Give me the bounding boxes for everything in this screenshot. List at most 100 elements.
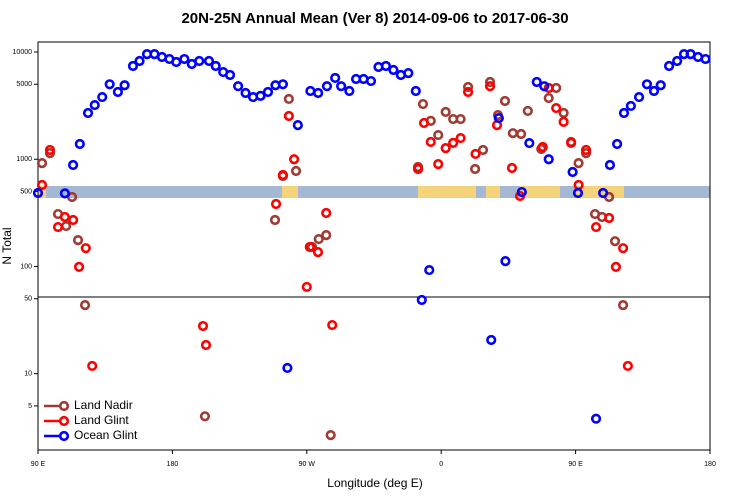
data-point (618, 107, 630, 119)
data-point (74, 138, 85, 150)
data-point (127, 60, 139, 72)
data-point (448, 137, 459, 148)
data-point (417, 98, 429, 110)
data-point (80, 243, 91, 254)
data-point (336, 81, 347, 92)
data-point (313, 87, 324, 99)
data-point (171, 56, 182, 68)
data-point (36, 179, 48, 191)
data-point (32, 187, 44, 199)
data-point (292, 120, 303, 131)
data-point (573, 179, 584, 191)
data-point (486, 334, 497, 346)
data-point (558, 116, 569, 127)
data-point (304, 241, 315, 253)
data-point (321, 81, 333, 92)
data-point (82, 107, 94, 119)
data-point (197, 320, 209, 332)
data-point (622, 360, 633, 372)
data-point (365, 75, 377, 87)
data-point (648, 85, 660, 97)
legend-marker (58, 415, 70, 427)
data-point (200, 339, 212, 351)
data-point (506, 162, 518, 174)
legend-label: Land Nadir (74, 398, 133, 412)
data-point (516, 186, 527, 198)
data-point (321, 207, 332, 219)
data-point (67, 214, 79, 226)
data-point (484, 81, 496, 92)
data-point (60, 220, 72, 232)
data-point (484, 76, 496, 88)
data-point (573, 158, 584, 169)
plot-frame (37, 41, 711, 451)
data-point (72, 235, 84, 246)
x-tick-label: 90 E (568, 461, 583, 468)
data-point (633, 91, 645, 103)
data-point (440, 142, 451, 154)
legend-marker (58, 430, 70, 442)
data-point (537, 141, 548, 153)
data-point (433, 129, 444, 141)
data-point (440, 106, 451, 118)
data-point (255, 90, 266, 101)
legend-label: Ocean Glint (74, 428, 138, 442)
data-point (500, 256, 511, 267)
data-point (344, 85, 355, 97)
data-point (327, 319, 338, 331)
data-point (325, 430, 336, 441)
data-point (655, 80, 666, 91)
data-point (89, 99, 100, 111)
y-tick-label: 50 (24, 296, 32, 303)
data-point (543, 154, 554, 165)
data-point (388, 64, 399, 76)
data-point (543, 92, 554, 104)
y-axis-label: N Total (0, 227, 14, 264)
y-tick-label: 500 (20, 188, 32, 195)
data-point (277, 169, 289, 181)
data-point (104, 79, 115, 90)
data-point (641, 79, 653, 90)
y-tick-label: 100 (20, 263, 32, 270)
data-point (625, 100, 636, 112)
x-tick-label: 180 (167, 461, 179, 468)
data-point (79, 299, 91, 311)
x-tick-label: 180 (704, 461, 716, 468)
data-point (515, 128, 527, 140)
data-point (224, 69, 236, 81)
y-tick-label: 1000 (16, 156, 32, 163)
data-point (269, 214, 281, 226)
data-point (289, 154, 300, 165)
data-point (572, 187, 584, 199)
data-point (493, 112, 504, 124)
data-point (477, 144, 489, 156)
data-point (580, 144, 592, 156)
data-point (425, 136, 436, 148)
data-point (203, 55, 215, 67)
data-point (179, 53, 190, 65)
data-point (233, 81, 244, 92)
x-tick-label: 0 (439, 461, 443, 468)
data-point (455, 113, 466, 125)
data-point (283, 93, 294, 105)
data-point (321, 230, 332, 241)
data-point (433, 159, 444, 170)
x-tick-label: 90 W (299, 461, 316, 468)
y-tick-label: 5 (28, 403, 32, 410)
data-point (97, 91, 108, 103)
data-point (112, 86, 123, 98)
data-point (262, 86, 274, 98)
data-point (424, 264, 435, 276)
data-point (603, 212, 615, 224)
data-point (282, 362, 293, 374)
data-point (313, 233, 324, 245)
y-tick-label: 5000 (16, 81, 32, 88)
data-point (590, 221, 602, 233)
data-point (604, 159, 616, 171)
data-point (558, 107, 569, 119)
data-point (290, 165, 302, 177)
data-point (470, 148, 481, 160)
data-point (312, 247, 324, 258)
data-point (73, 261, 85, 273)
